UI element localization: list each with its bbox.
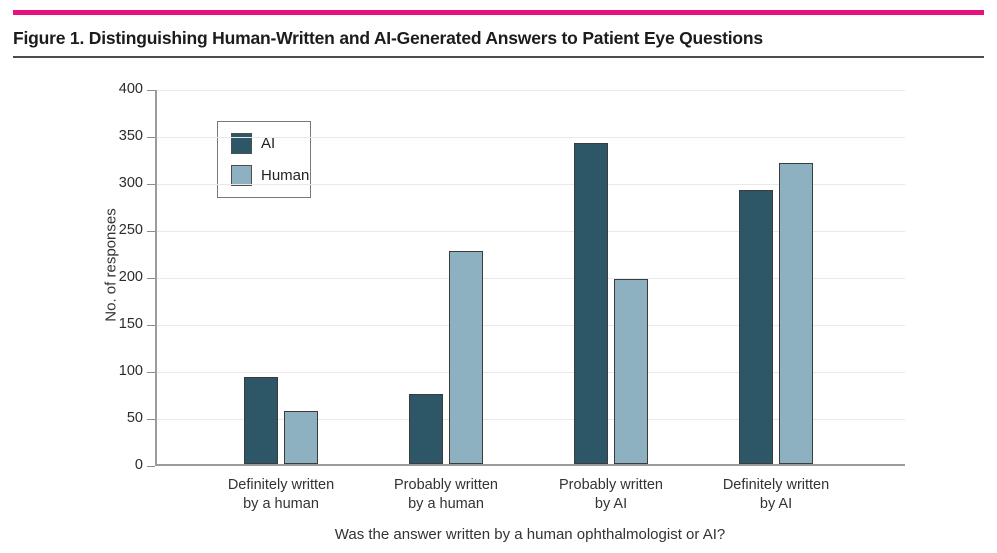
gridline-y-200 (157, 277, 905, 279)
y-tick-label-200: 200 (118, 269, 143, 285)
y-tick-mark-300 (147, 183, 155, 185)
gridline-y-400 (157, 89, 905, 91)
title-divider (13, 56, 984, 58)
gridline-y-150 (157, 324, 905, 326)
y-tick-mark-200 (147, 277, 155, 279)
y-tick-label-100: 100 (118, 363, 143, 379)
bar-ai-3 (574, 143, 608, 464)
bar-group-3 (574, 143, 648, 464)
bar-ai-4 (739, 190, 773, 464)
y-tick-mark-100 (147, 371, 155, 373)
y-tick-label-0: 0 (134, 457, 143, 473)
legend-label-ai: AI (261, 135, 276, 152)
bar-group-1 (244, 376, 318, 464)
legend-entry-ai: AI (231, 133, 310, 154)
y-tick-label-150: 150 (118, 316, 143, 332)
y-tick-label-400: 400 (118, 81, 143, 97)
y-tick-label-250: 250 (118, 222, 143, 238)
x-axis-line (155, 464, 905, 466)
x-category-label-2: Probably written by a human (394, 477, 498, 513)
y-tick-mark-0 (147, 465, 155, 467)
x-category-label-4: Definitely written by AI (722, 477, 830, 513)
bar-group-4 (739, 163, 813, 464)
y-axis-line (155, 90, 157, 466)
y-tick-mark-150 (147, 324, 155, 326)
x-category-label-1: Definitely written by a human (227, 477, 335, 513)
gridline-y-50 (157, 418, 905, 420)
legend-swatch-ai (231, 133, 252, 154)
y-tick-mark-250 (147, 230, 155, 232)
legend: AI Human (217, 121, 311, 198)
bar-human-1 (284, 411, 318, 464)
y-tick-label-300: 300 (118, 175, 143, 191)
y-tick-label-350: 350 (118, 128, 143, 144)
gridline-y-300 (157, 183, 905, 185)
x-category-label-3: Probably written by AI (559, 477, 663, 513)
figure-title: Figure 1. Distinguishing Human-Written a… (13, 28, 763, 48)
bar-ai-2 (409, 393, 443, 464)
legend-swatch-human (231, 165, 252, 186)
legend-label-human: Human (261, 167, 310, 184)
plot-area: AI Human (155, 89, 905, 466)
gridline-y-350 (157, 136, 905, 138)
bar-human-3 (614, 278, 648, 464)
figure-accent-bar (13, 10, 984, 15)
bar-human-2 (449, 250, 483, 464)
y-tick-label-50: 50 (126, 410, 143, 426)
bar-group-2 (409, 250, 483, 464)
legend-entry-human: Human (231, 165, 310, 186)
x-axis-title: Was the answer written by a human ophtha… (334, 526, 726, 543)
y-tick-mark-400 (147, 89, 155, 91)
y-tick-mark-350 (147, 136, 155, 138)
bar-ai-1 (244, 376, 278, 464)
y-tick-mark-50 (147, 418, 155, 420)
bar-human-4 (779, 163, 813, 464)
gridline-y-250 (157, 230, 905, 232)
gridline-y-100 (157, 371, 905, 373)
